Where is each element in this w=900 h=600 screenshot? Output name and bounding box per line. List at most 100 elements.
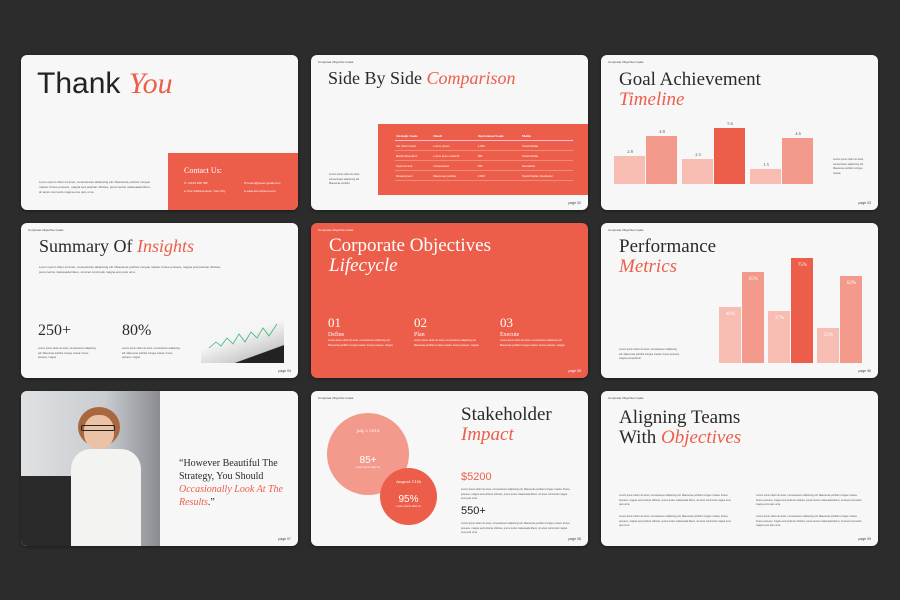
phone: ✆ +0123 456 789: [184, 181, 208, 185]
page-number: page 02: [568, 201, 581, 205]
side-text: Lorem ipsum dolor sit amet, consectetuer…: [329, 173, 360, 185]
circle-stat-2: August 11th 95% Lorem ipsum dolor sit: [380, 468, 437, 525]
stat-text: Lorem ipsum dolor sit amet, consectetuer…: [122, 347, 180, 359]
slide-performance[interactable]: Corporate Objective Goals Performance Met…: [601, 223, 878, 378]
slide-quote[interactable]: “However Beautiful The Strategy, You Sho…: [21, 391, 298, 546]
line-graph-image: [208, 323, 278, 349]
stat-value: $5200: [461, 471, 492, 483]
body-text: Lorem ipsum dolor sit amet, consectetuer…: [619, 515, 731, 527]
bar: [817, 328, 839, 363]
stat-text: Lorem ipsum dolor sit amet, consectetuer…: [461, 522, 570, 534]
table-row: Set Clear Goals Lorem Ipsum 1,200 Social Me…: [395, 140, 573, 151]
data-label: 37%: [774, 316, 785, 322]
slide-title: Summary Of Insights: [39, 236, 195, 256]
contact-title: Contact Us:: [184, 166, 222, 175]
slide-goal-timeline[interactable]: Corporate Objective Goals Goal Achieveme…: [601, 55, 878, 210]
slide-title: Performance Metrics: [619, 236, 717, 277]
slide-title: Thank You: [37, 67, 173, 101]
email: ✉ lorem@ipsum.gmail.com: [244, 181, 281, 185]
performance-bar-chart: 40% 65% 37% 75% 25% 62%: [601, 223, 878, 378]
data-label: 2.5: [695, 152, 701, 157]
page-number: page 09: [858, 537, 871, 541]
page-number: page 05: [568, 369, 581, 373]
bar: [614, 156, 645, 184]
stat-value: 550+: [461, 505, 486, 517]
page-number: page 07: [278, 537, 291, 541]
table-row: Improvement consectetuer 450 Newsletter: [395, 160, 573, 171]
slide-title: Aligning Teams With Objectives: [619, 407, 742, 448]
bar: [782, 138, 813, 184]
phone-icon: ✆: [184, 181, 188, 185]
page-number: page 04: [278, 369, 291, 373]
slide-header: Corporate Objective Goals: [608, 228, 644, 232]
goal-bar-chart: 2.8 4.8 2.5 5.6 1.5 4.6: [601, 55, 878, 210]
lifecycle-step: 01 Define Lorem ipsum dolor sit amet, co…: [328, 315, 393, 347]
page-number: page 08: [568, 537, 581, 541]
table-header-row: Strategic Goals Detail Operational Goals Me…: [395, 132, 573, 141]
table-row: Market Research Lorem ipsum dolorsit 350 So…: [395, 150, 573, 161]
slide-header: Corporate Objective Goals: [318, 228, 354, 232]
page-number: page 06: [858, 369, 871, 373]
lifecycle-step: 03 Execute Lorem ipsum dolor sit amet, c…: [500, 315, 565, 347]
bar: [791, 258, 813, 363]
slide-title: Side By Side Comparison: [328, 68, 516, 88]
bar: [682, 159, 713, 184]
stat-value: 80%: [122, 322, 152, 339]
body-text: Lorem ipsum dolor sit amet, consectetuer…: [756, 515, 862, 527]
data-label: 1.5: [763, 162, 769, 167]
bar: [714, 128, 745, 184]
slide-stakeholder[interactable]: Corporate Objective Goals July 2 2018 85…: [311, 391, 588, 546]
globe-icon: ●: [244, 189, 247, 193]
slide-header: Corporate Objective Goals: [608, 60, 644, 64]
slide-title: Goal Achievement Timeline: [619, 69, 761, 110]
bar: [719, 307, 741, 363]
slide-summary-insights[interactable]: Corporate Objective Goals Summary Of Ins…: [21, 223, 298, 378]
side-text: Lorem ipsum dolor sit amet, consectetuer…: [619, 348, 680, 360]
stat-value: 250+: [38, 322, 72, 339]
slide-title: Stakeholder Impact: [461, 404, 552, 445]
stat-text: Lorem ipsum dolor sit amet, consectetuer…: [461, 488, 570, 500]
data-label: 4.6: [795, 131, 801, 136]
lifecycle-step: 02 Plan Lorem ipsum dolor sit amet, cons…: [414, 315, 479, 347]
data-label: 75%: [797, 263, 808, 268]
title-text: Thank: [37, 67, 121, 100]
quote: “However Beautiful The Strategy, You Sho…: [179, 458, 283, 508]
stat-text: Lorem ipsum dolor sit amet, consectetuer…: [38, 347, 96, 359]
website: ● www.loremipsum.com: [244, 189, 276, 193]
slide-thank-you[interactable]: Thank You Lorem ipsum dolor sit amet, co…: [21, 55, 298, 210]
table-row: Development Maecenas porttitor 2,900 Social…: [395, 170, 573, 181]
slide-header: Corporate Objective Goals: [318, 60, 354, 64]
slide-header: Corporate Objective Goals: [608, 396, 644, 400]
slide-lifecycle[interactable]: Corporate Objective Goals Corporate Obje…: [311, 223, 588, 378]
title-accent: You: [128, 67, 173, 100]
bar: [646, 136, 677, 184]
slide-header: Corporate Objective Goals: [28, 228, 64, 232]
bar: [768, 311, 790, 363]
chart-photo: [201, 320, 284, 363]
slide-title: Corporate Objectives Lifecycle: [329, 235, 491, 276]
data-label: 25%: [823, 333, 834, 338]
data-label: 40%: [725, 312, 736, 317]
body-text: Lorem ipsum dolor sit amet, consectetuer…: [756, 494, 862, 506]
bar: [742, 272, 764, 363]
slide-header: Corporate Objective Goals: [318, 396, 354, 400]
data-label: 65%: [748, 277, 759, 282]
page-number: page 03: [858, 201, 871, 205]
woman-photo: [21, 391, 160, 546]
comparison-table: Strategic Goals Detail Operational Goals Me…: [378, 124, 588, 195]
slide-aligning-teams[interactable]: Corporate Objective Goals Aligning Teams…: [601, 391, 878, 546]
body-text: Lorem ipsum dolor sit amet, consectetuer…: [39, 265, 221, 274]
bar: [840, 276, 862, 363]
data-label: 62%: [846, 281, 857, 287]
slide-comparison[interactable]: Corporate Objective Goals Side By Side C…: [311, 55, 588, 210]
mail-icon: ✉: [244, 181, 248, 185]
data-label: 2.8: [627, 149, 633, 154]
body-text: Lorem ipsum dolor sit amet, consectetuer…: [619, 494, 731, 506]
location-icon: ●: [184, 189, 187, 193]
side-text: Lorem ipsum dolor sit amet, consectetuer…: [833, 158, 864, 175]
data-label: 5.6: [727, 121, 733, 126]
contact-panel: Contact Us: ✆ +0123 456 789 ● Your Addre…: [168, 153, 298, 210]
address: ● Your Address Here, Your City: [184, 189, 226, 193]
body-text: Lorem ipsum dolor sit amet, consectetuer…: [39, 180, 151, 194]
data-label: 4.8: [659, 129, 665, 134]
